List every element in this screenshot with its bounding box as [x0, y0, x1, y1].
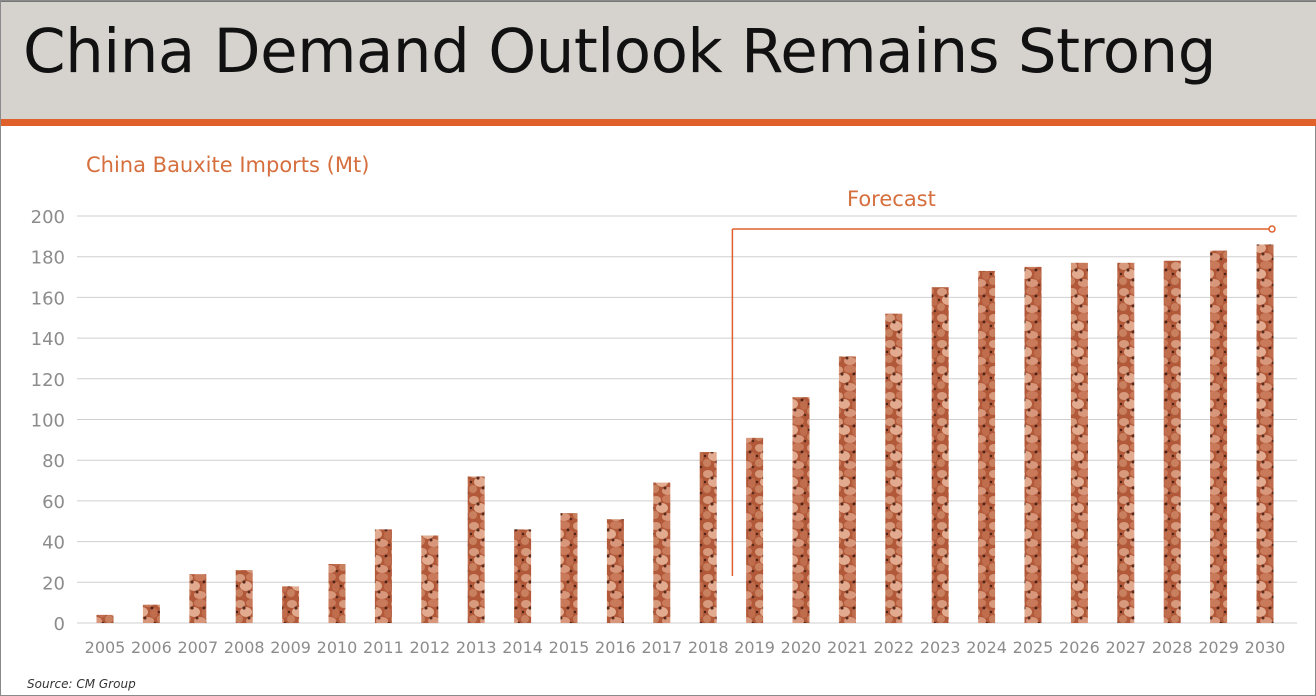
- gridlines: [77, 215, 1297, 624]
- x-tick-label: 2005: [85, 638, 126, 657]
- page-title: China Demand Outlook Remains Strong: [23, 16, 1216, 87]
- x-tick-label: 2025: [1013, 638, 1054, 657]
- bar-2007: [189, 574, 207, 623]
- x-tick-label: 2026: [1059, 638, 1100, 657]
- x-tick-label: 2015: [549, 638, 590, 657]
- x-tick-label: 2030: [1245, 638, 1286, 657]
- y-tick-label: 140: [31, 329, 65, 350]
- bar-2009: [282, 586, 300, 623]
- bar-2022: [885, 313, 903, 623]
- bar-2017: [653, 482, 671, 623]
- bar-2028: [1163, 260, 1181, 623]
- x-tick-label: 2024: [966, 638, 1007, 657]
- bar-2012: [421, 535, 439, 623]
- x-tick-label: 2006: [131, 638, 172, 657]
- accent-divider: [1, 119, 1316, 126]
- bar-2019: [746, 437, 764, 623]
- x-tick-label: 2012: [409, 638, 450, 657]
- x-tick-label: 2014: [502, 638, 543, 657]
- x-tick-label: 2018: [688, 638, 729, 657]
- y-tick-label: 0: [54, 614, 65, 635]
- bar-2025: [1024, 266, 1042, 623]
- x-tick-label: 2009: [270, 638, 311, 657]
- x-tick-label: 2021: [827, 638, 868, 657]
- bar-2010: [328, 563, 346, 623]
- bar-2018: [699, 452, 717, 623]
- y-tick-label: 80: [42, 451, 65, 472]
- bar-2023: [931, 287, 949, 623]
- bar-2024: [978, 270, 996, 623]
- x-tick-label: 2008: [224, 638, 265, 657]
- x-tick-label: 2017: [641, 638, 682, 657]
- bar-2026: [1070, 262, 1088, 623]
- x-tick-label: 2016: [595, 638, 636, 657]
- bar-2027: [1117, 262, 1135, 623]
- x-tick-label: 2019: [734, 638, 775, 657]
- x-tick-label: 2020: [781, 638, 822, 657]
- bar-2013: [467, 476, 485, 623]
- bar-2030: [1256, 244, 1274, 624]
- forecast-end-marker: [1268, 225, 1276, 233]
- forecast-label: Forecast: [847, 187, 936, 211]
- y-axis-ticks: 0 20 40 60 80 100 120 140 160 180 200: [31, 207, 65, 635]
- y-tick-label: 60: [42, 492, 65, 513]
- x-tick-label: 2028: [1152, 638, 1193, 657]
- x-tick-label: 2029: [1198, 638, 1239, 657]
- y-tick-label: 200: [31, 207, 65, 228]
- y-tick-label: 180: [31, 248, 65, 269]
- x-tick-label: 2010: [317, 638, 358, 657]
- y-tick-label: 160: [31, 288, 65, 309]
- bar-2029: [1210, 250, 1228, 623]
- x-tick-label: 2022: [873, 638, 914, 657]
- forecast-bracket: [731, 225, 1276, 576]
- chart-title: China Bauxite Imports (Mt): [86, 153, 370, 177]
- x-tick-label: 2007: [177, 638, 218, 657]
- bar-2005: [96, 614, 114, 623]
- bar-2011: [374, 529, 392, 623]
- header-banner: China Demand Outlook Remains Strong: [1, 1, 1316, 119]
- x-tick-label: 2011: [363, 638, 404, 657]
- bar-2015: [560, 513, 578, 623]
- bar-2016: [606, 519, 624, 623]
- y-tick-label: 100: [31, 411, 65, 432]
- bar-2014: [514, 529, 532, 623]
- x-tick-label: 2027: [1105, 638, 1146, 657]
- bar-2008: [235, 570, 253, 623]
- y-tick-label: 40: [42, 533, 65, 554]
- x-tick-label: 2023: [920, 638, 961, 657]
- y-tick-label: 20: [42, 573, 65, 594]
- bars: [96, 244, 1274, 624]
- y-tick-label: 120: [31, 370, 65, 391]
- bar-2006: [142, 604, 160, 623]
- bar-2020: [792, 397, 810, 623]
- source-note: Source: CM Group: [27, 677, 136, 691]
- x-axis-ticks: 2005 2006 2007 2008 2009 2010 2011 2012 2013 2014…: [85, 638, 1286, 657]
- x-tick-label: 2013: [456, 638, 497, 657]
- bar-2021: [838, 356, 856, 623]
